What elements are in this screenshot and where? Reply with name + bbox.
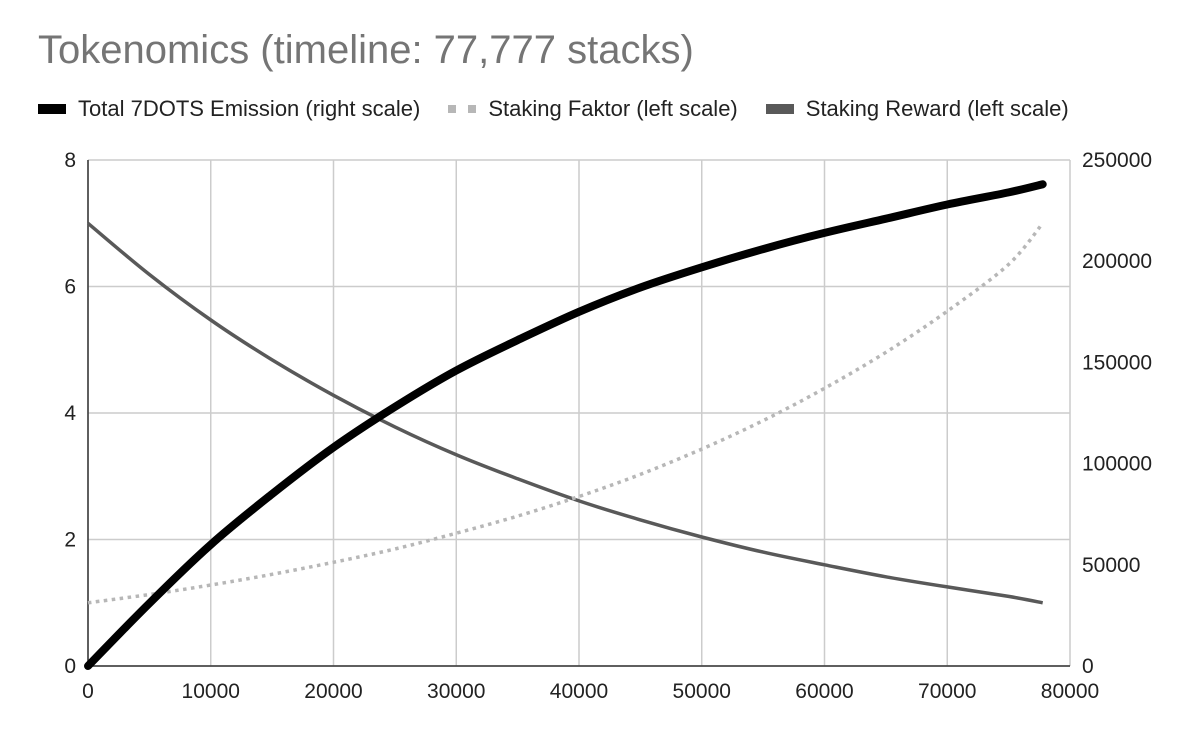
legend-item-staking-faktor: Staking Faktor (left scale) <box>448 96 738 122</box>
x-tick-label: 10000 <box>182 680 240 703</box>
x-tick-label: 60000 <box>795 680 853 703</box>
legend-label: Staking Faktor (left scale) <box>488 96 738 121</box>
series-line-staking-faktor <box>87 222 1045 605</box>
x-tick-label: 40000 <box>550 680 608 703</box>
x-tick-label: 80000 <box>1041 680 1099 703</box>
y-left-tick-label: 0 <box>64 655 76 678</box>
chart-legend: Total 7DOTS Emission (right scale) Staki… <box>38 96 1069 122</box>
series-line-total-emission <box>84 180 1047 670</box>
legend-label: Total 7DOTS Emission (right scale) <box>78 96 421 121</box>
y-right-tick-label: 0 <box>1082 655 1094 678</box>
legend-label: Staking Reward (left scale) <box>805 96 1069 121</box>
x-tick-label: 70000 <box>918 680 976 703</box>
legend-swatch-dotted-gray <box>448 105 477 113</box>
y-right-tick-label: 150000 <box>1082 351 1152 374</box>
y-left-tick-label: 2 <box>64 529 76 552</box>
legend-swatch-solid-black <box>38 104 66 114</box>
x-tick-label: 30000 <box>427 680 485 703</box>
chart-title: Tokenomics (timeline: 77,777 stacks) <box>38 28 694 72</box>
y-left-tick-label: 6 <box>64 276 76 299</box>
legend-item-total-emission: Total 7DOTS Emission (right scale) <box>38 96 420 122</box>
legend-item-staking-reward: Staking Reward (left scale) <box>765 96 1069 122</box>
y-left-tick-label: 8 <box>64 149 76 172</box>
x-tick-label: 0 <box>82 680 94 703</box>
series-line-staking-reward <box>86 221 1044 605</box>
y-right-tick-label: 200000 <box>1082 250 1152 273</box>
y-right-tick-label: 100000 <box>1082 453 1152 476</box>
x-tick-label: 50000 <box>673 680 731 703</box>
legend-swatch-solid-gray <box>765 104 794 114</box>
y-right-tick-label: 250000 <box>1082 149 1152 172</box>
y-left-tick-label: 4 <box>64 402 76 425</box>
x-tick-label: 20000 <box>304 680 362 703</box>
y-right-tick-label: 50000 <box>1082 554 1140 577</box>
